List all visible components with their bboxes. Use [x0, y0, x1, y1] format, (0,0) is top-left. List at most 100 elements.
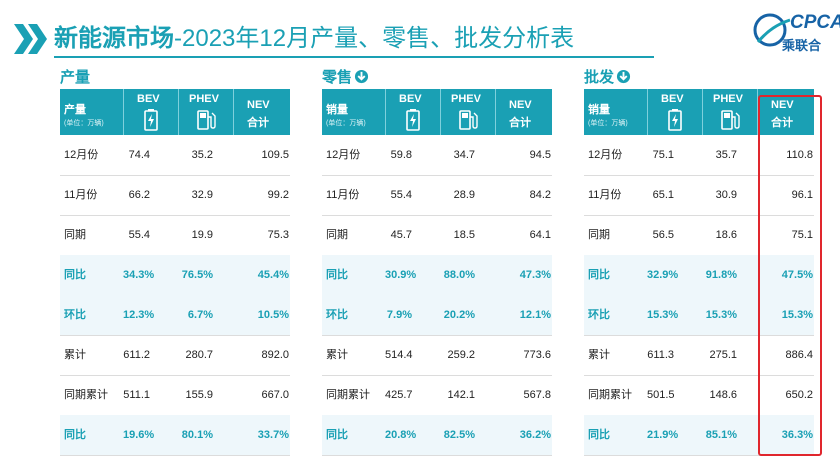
nev-value: 94.5 [529, 149, 551, 161]
nev-value: 886.4 [785, 349, 813, 361]
fuel-pump-icon [459, 110, 478, 130]
table-row: 同期 55.4 19.9 75.3 [60, 215, 290, 256]
header: 新能源市场-2023年12月产量、零售、批发分析表 CPCA 乘联合 [0, 0, 840, 62]
nev-value: 36.3% [781, 429, 813, 441]
header-metric-label: 产量 [64, 104, 86, 116]
header-bev-cell: BEV [123, 89, 178, 135]
bev-value: 7.9% [386, 309, 412, 321]
row-label: 累计 [326, 349, 348, 361]
cpca-logo-icon [753, 13, 791, 47]
phev-value: 34.7 [453, 149, 475, 161]
header-metric-cell: 销量 (单位：万辆) [584, 89, 647, 135]
page-title: 新能源市场-2023年12月产量、零售、批发分析表 [54, 25, 575, 52]
header-nev-label: NEV [771, 99, 794, 111]
phev-value: 275.1 [709, 349, 737, 361]
battery-icon [406, 109, 420, 131]
bev-value: 66.2 [128, 189, 150, 201]
row-label: 11月份 [64, 189, 98, 201]
table-row: 环比 15.3% 15.3% 15.3% [584, 295, 814, 336]
bev-value: 30.9% [385, 269, 417, 281]
header-metric-label: 销量 [326, 104, 348, 116]
table-row: 累计 611.2 280.7 892.0 [60, 335, 290, 376]
row-label: 同期累计 [588, 389, 632, 401]
nev-value: 45.4% [257, 269, 289, 281]
title-underline [54, 56, 654, 58]
header-bev-label: BEV [137, 93, 160, 105]
row-label: 12月份 [588, 149, 623, 161]
fuel-pump-icon [721, 110, 740, 130]
phev-value: 18.5 [453, 229, 475, 241]
header-unit-label: (单位：万辆) [64, 120, 104, 127]
table-row: 12月份 59.8 34.7 94.5 [322, 135, 552, 176]
phev-value: 155.9 [185, 389, 213, 401]
logo-text: CPCA [790, 12, 840, 33]
phev-value: 35.2 [191, 149, 213, 161]
phev-value: 82.5% [443, 429, 475, 441]
table-row: 11月份 55.4 28.9 84.2 [322, 175, 552, 216]
phev-value: 259.2 [447, 349, 475, 361]
header-metric-cell: 产量 (单位：万辆) [60, 89, 123, 135]
table-row: 11月份 66.2 32.9 99.2 [60, 175, 290, 216]
bev-value: 514.4 [385, 349, 413, 361]
row-label: 环比 [326, 309, 348, 321]
nev-value: 64.1 [529, 229, 551, 241]
row-label: 11月份 [588, 189, 622, 201]
phev-value: 85.1% [705, 429, 737, 441]
bev-value: 611.3 [647, 349, 674, 361]
nev-value: 650.2 [785, 389, 813, 401]
section-title-production: 产量 [60, 69, 91, 86]
row-label: 12月份 [326, 149, 361, 161]
table-row: 累计 611.3 275.1 886.4 [584, 335, 814, 376]
highlight-box [758, 95, 822, 456]
table-row: 12月份 75.1 35.7 110.8 [584, 135, 814, 176]
row-label: 同期 [326, 229, 348, 241]
bev-value: 15.3% [647, 309, 679, 321]
bev-value: 75.1 [652, 149, 674, 161]
nev-value: 33.7% [257, 429, 289, 441]
bev-value: 65.1 [652, 189, 674, 201]
row-label: 同期 [64, 229, 86, 241]
table-row: 环比 7.9% 20.2% 12.1% [322, 295, 552, 336]
nev-value: 99.2 [267, 189, 289, 201]
row-label: 同比 [588, 429, 610, 441]
bev-value: 45.7 [390, 229, 412, 241]
table-row: 同比 30.9% 88.0% 47.3% [322, 255, 552, 296]
phev-value: 18.6 [715, 229, 737, 241]
bev-value: 611.2 [123, 349, 150, 361]
header-unit-label: (单位：万辆) [588, 120, 628, 127]
table-row: 同期 56.5 18.6 75.1 [584, 215, 814, 256]
logo-subtext: 乘联合 [782, 38, 822, 53]
nev-value: 892.0 [261, 349, 289, 361]
bev-value: 19.6% [123, 429, 155, 441]
row-label: 累计 [64, 349, 86, 361]
header-nev-cell: NEV 合计 [495, 89, 552, 135]
row-label: 同期 [588, 229, 610, 241]
table-header: 销量 (单位：万辆) BEV PHEV [322, 89, 552, 135]
bev-value: 55.4 [390, 189, 412, 201]
row-label: 同期累计 [64, 389, 108, 401]
header-bev-label: BEV [399, 93, 422, 105]
phev-value: 76.5% [181, 269, 213, 281]
phev-value: 280.7 [185, 349, 213, 361]
row-label: 同比 [588, 269, 610, 281]
arrow-down-circle-icon [354, 69, 369, 84]
row-label: 累计 [588, 349, 610, 361]
table-row: 12月份 74.4 35.2 109.5 [60, 135, 290, 176]
phev-value: 6.7% [187, 309, 213, 321]
header-phev-label: PHEV [189, 93, 219, 105]
table-row: 同比 34.3% 76.5% 45.4% [60, 255, 290, 296]
header-metric-label: 销量 [588, 104, 610, 116]
table-row: 累计 514.4 259.2 773.6 [322, 335, 552, 376]
row-label: 同比 [326, 269, 348, 281]
phev-value: 80.1% [181, 429, 213, 441]
bev-value: 21.9% [647, 429, 679, 441]
row-label: 11月份 [326, 189, 360, 201]
nev-value: 773.6 [523, 349, 551, 361]
row-label: 同比 [64, 269, 86, 281]
bev-value: 34.3% [123, 269, 155, 281]
nev-value: 10.5% [257, 309, 289, 321]
nev-value: 47.3% [519, 269, 551, 281]
table-row: 11月份 65.1 30.9 96.1 [584, 175, 814, 216]
bev-value: 59.8 [390, 149, 412, 161]
header-metric-cell: 销量 (单位：万辆) [322, 89, 385, 135]
